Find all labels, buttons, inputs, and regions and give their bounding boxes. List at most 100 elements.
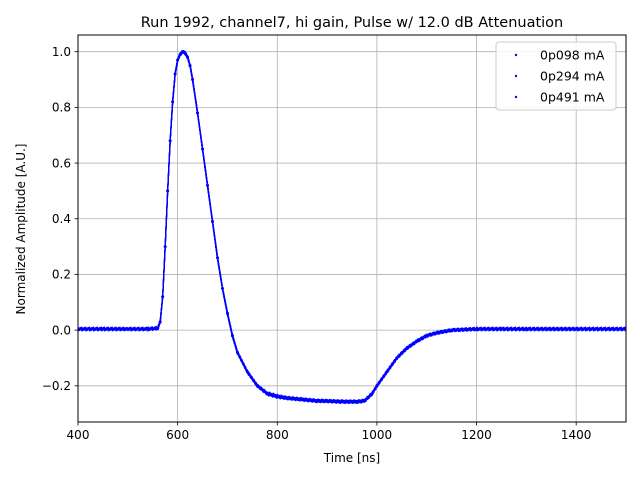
trace-dot (257, 385, 260, 388)
trace-dot (581, 327, 584, 330)
trace-dot (215, 249, 218, 252)
trace-dot (164, 255, 166, 258)
trace-dot (557, 326, 559, 329)
trace-dot (148, 327, 150, 330)
trace-dot (302, 399, 304, 402)
trace-dot (546, 329, 548, 332)
trace-dot (516, 327, 518, 330)
trace-dot (361, 399, 363, 402)
trace-dot (96, 328, 98, 331)
trace-dot (459, 329, 461, 332)
trace-dot (173, 80, 176, 82)
trace-dot (433, 331, 435, 334)
trace-dot (337, 399, 339, 402)
trace-dot (336, 400, 338, 402)
trace-dot (160, 314, 162, 317)
trace-dot (303, 399, 306, 401)
trace-dot (347, 401, 349, 404)
trace-dot (458, 327, 460, 330)
trace-dot (561, 328, 563, 330)
y-axis-label: Normalized Amplitude [A.U.] (14, 144, 28, 315)
trace-dot (208, 193, 210, 195)
trace-dot (217, 261, 219, 264)
trace-dot (228, 317, 230, 320)
trace-dot (353, 400, 355, 403)
trace-dot (568, 326, 570, 329)
trace-dot (245, 367, 247, 370)
trace-dot (232, 336, 234, 339)
trace-dot (528, 328, 530, 331)
trace-dot (555, 328, 558, 331)
trace-dot (99, 328, 102, 331)
trace-dot (354, 400, 356, 403)
trace-dot (235, 346, 237, 349)
trace-dot (168, 164, 170, 167)
trace-dot (190, 71, 193, 74)
trace-dot (611, 328, 614, 331)
trace-dot (241, 362, 243, 365)
trace-dot (363, 400, 365, 403)
trace-dot (553, 326, 555, 329)
trace-dot (233, 340, 235, 343)
trace-dot (542, 329, 544, 332)
trace-dot (579, 327, 581, 329)
data-point (425, 334, 429, 338)
trace-dot (565, 326, 567, 329)
trace-dot (120, 329, 122, 332)
trace-dot (220, 280, 222, 283)
trace-dot (217, 259, 219, 262)
trace-dot (163, 275, 165, 278)
trace-dot (563, 328, 565, 331)
trace-dot (107, 328, 109, 330)
trace-dot (122, 328, 124, 331)
trace-dot (81, 328, 83, 330)
trace-dot (162, 291, 164, 294)
trace-dot (445, 329, 447, 331)
trace-dot (609, 327, 611, 330)
trace-dot (600, 326, 603, 329)
trace-dot (238, 356, 241, 359)
trace-dot (340, 399, 342, 402)
trace-dot (145, 326, 147, 329)
trace-dot (349, 401, 351, 404)
trace-dot (128, 328, 131, 331)
trace-dot (260, 388, 262, 391)
trace-dot (581, 328, 583, 330)
trace-dot (170, 132, 172, 135)
trace-dot (360, 399, 362, 402)
trace-dot (229, 323, 231, 326)
trace-dot (273, 394, 275, 396)
trace-dot (170, 120, 173, 123)
trace-dot (474, 329, 476, 332)
trace-dot (259, 387, 262, 390)
trace-dot (520, 328, 522, 331)
trace-dot (469, 328, 471, 331)
trace-dot (92, 326, 94, 329)
trace-dot (353, 399, 355, 402)
trace-dot (141, 326, 143, 329)
trace-dot (591, 328, 593, 331)
trace-dot (518, 326, 520, 329)
data-point (196, 111, 199, 115)
trace-dot (453, 329, 455, 331)
trace-dot (216, 253, 218, 256)
trace-dot (484, 328, 486, 330)
trace-dot (216, 251, 218, 254)
trace-dot (604, 329, 607, 332)
trace-dot (289, 396, 291, 399)
trace-dot (384, 374, 386, 377)
data-point (221, 286, 224, 290)
trace-dot (352, 401, 354, 403)
trace-dot (160, 308, 163, 310)
trace-dot (162, 289, 164, 292)
trace-dot (116, 327, 118, 330)
trace-dot (191, 75, 193, 78)
trace-dot (321, 400, 323, 403)
trace-dot (195, 104, 198, 107)
trace-dot (538, 327, 540, 330)
trace-dot (294, 398, 296, 400)
trace-dot (349, 400, 351, 403)
trace-dot (359, 399, 361, 402)
trace-dot (497, 327, 499, 330)
trace-dot (193, 91, 196, 94)
